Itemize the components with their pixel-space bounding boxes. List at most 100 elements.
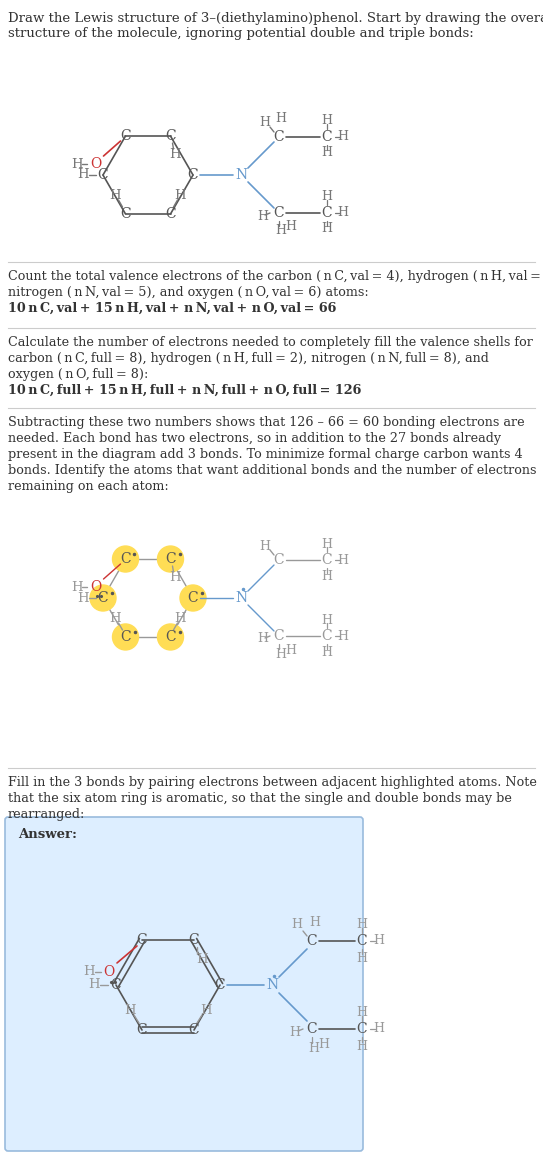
Text: H: H [286,221,296,234]
Text: Subtracting these two numbers shows that 126 – 66 = 60 bonding electrons are: Subtracting these two numbers shows that… [8,416,525,429]
Text: C: C [274,129,285,144]
Text: oxygen ( n O, full = 8):: oxygen ( n O, full = 8): [8,368,148,381]
Circle shape [157,546,184,572]
Text: H: H [321,191,332,203]
Text: H: H [321,222,332,236]
Circle shape [180,585,206,612]
Text: C: C [188,591,198,605]
Text: H: H [169,148,181,161]
Text: H: H [321,614,332,627]
FancyBboxPatch shape [5,817,363,1151]
Text: H: H [275,224,287,237]
Text: C: C [137,933,147,947]
Text: H: H [338,207,349,220]
Text: H: H [338,131,349,143]
Text: H: H [169,571,181,584]
Text: C: C [137,1023,147,1037]
Text: H: H [83,965,95,978]
Text: H: H [88,978,100,992]
Text: C: C [98,168,108,181]
Text: bonds. Identify the atoms that want additional bonds and the number of electrons: bonds. Identify the atoms that want addi… [8,464,536,477]
Text: H: H [321,147,332,160]
Text: C: C [357,1022,367,1036]
Text: H: H [338,554,349,566]
Text: Fill in the 3 bonds by pairing electrons between adjacent highlighted atoms. Not: Fill in the 3 bonds by pairing electrons… [8,776,537,790]
Text: C: C [274,629,285,643]
Text: C: C [120,630,131,644]
Text: C: C [321,206,332,220]
Text: C: C [188,1023,199,1037]
Text: H: H [357,1039,368,1052]
Text: Calculate the number of electrons needed to completely fill the valence shells f: Calculate the number of electrons needed… [8,336,533,349]
Text: present in the diagram add 3 bonds. To minimize formal charge carbon wants 4: present in the diagram add 3 bonds. To m… [8,449,522,461]
Circle shape [90,585,116,612]
Text: H: H [374,934,384,948]
Text: H: H [77,592,89,605]
Text: C: C [307,934,317,948]
Text: H: H [175,613,186,625]
Text: C: C [98,591,108,605]
Text: H: H [357,918,368,931]
Text: H: H [260,540,270,553]
Text: O: O [90,157,101,171]
Text: C: C [188,168,198,181]
Text: H: H [321,570,332,583]
Text: C: C [165,553,176,566]
Text: Answer:: Answer: [18,828,77,842]
Text: H: H [286,644,296,657]
Circle shape [157,624,184,650]
Text: C: C [274,206,285,220]
Text: 10 n C, val + 15 n H, val + n N, val + n O, val = 66: 10 n C, val + 15 n H, val + n N, val + n… [8,302,336,314]
Text: 10 n C, full + 15 n H, full + n N, full + n O, full = 126: 10 n C, full + 15 n H, full + n N, full … [8,384,362,397]
Text: H: H [289,1025,300,1038]
Text: C: C [321,129,332,144]
Text: remaining on each atom:: remaining on each atom: [8,480,169,492]
Text: H: H [310,916,320,928]
Text: C: C [165,207,176,221]
Text: H: H [110,190,121,202]
Text: H: H [260,117,270,129]
Text: H: H [196,954,208,966]
Text: H: H [321,538,332,550]
Text: H: H [257,632,268,645]
Text: C: C [214,978,225,992]
Text: H: H [321,645,332,659]
Text: H: H [338,630,349,643]
Text: C: C [357,934,367,948]
Text: Draw the Lewis structure of 3–(diethylamino)phenol. Start by drawing the overall: Draw the Lewis structure of 3–(diethylam… [8,12,543,25]
Text: H: H [110,613,121,625]
Text: nitrogen ( n N, val = 5), and oxygen ( n O, val = 6) atoms:: nitrogen ( n N, val = 5), and oxygen ( n… [8,286,369,299]
Text: C: C [111,978,121,992]
Text: C: C [321,629,332,643]
Text: H: H [72,157,83,171]
Text: H: H [175,190,186,202]
Text: structure of the molecule, ignoring potential double and triple bonds:: structure of the molecule, ignoring pote… [8,27,473,40]
Text: C: C [321,553,332,566]
Text: H: H [72,580,83,593]
Text: C: C [120,129,131,143]
Text: H: H [275,647,287,660]
Text: that the six atom ring is aromatic, so that the single and double bonds may be: that the six atom ring is aromatic, so t… [8,792,512,805]
Text: H: H [319,1037,330,1051]
Text: H: H [308,1042,319,1054]
Text: H: H [200,1003,212,1016]
Text: C: C [120,553,131,566]
Text: H: H [124,1003,136,1016]
Text: H: H [292,919,302,932]
Text: N: N [235,168,247,181]
Text: H: H [275,112,287,126]
Text: H: H [257,209,268,222]
Text: H: H [321,114,332,127]
Text: C: C [165,129,176,143]
Text: O: O [90,580,101,594]
Text: Count the total valence electrons of the carbon ( n C, val = 4), hydrogen ( n H,: Count the total valence electrons of the… [8,271,543,283]
Text: H: H [357,1006,368,1018]
Text: needed. Each bond has two electrons, so in addition to the 27 bonds already: needed. Each bond has two electrons, so … [8,432,501,445]
Text: C: C [188,933,199,947]
Circle shape [112,624,138,650]
Text: carbon ( n C, full = 8), hydrogen ( n H, full = 2), nitrogen ( n N, full = 8), a: carbon ( n C, full = 8), hydrogen ( n H,… [8,351,489,365]
Text: H: H [374,1023,384,1036]
Circle shape [112,546,138,572]
Text: N: N [266,978,278,992]
Text: O: O [103,965,115,979]
